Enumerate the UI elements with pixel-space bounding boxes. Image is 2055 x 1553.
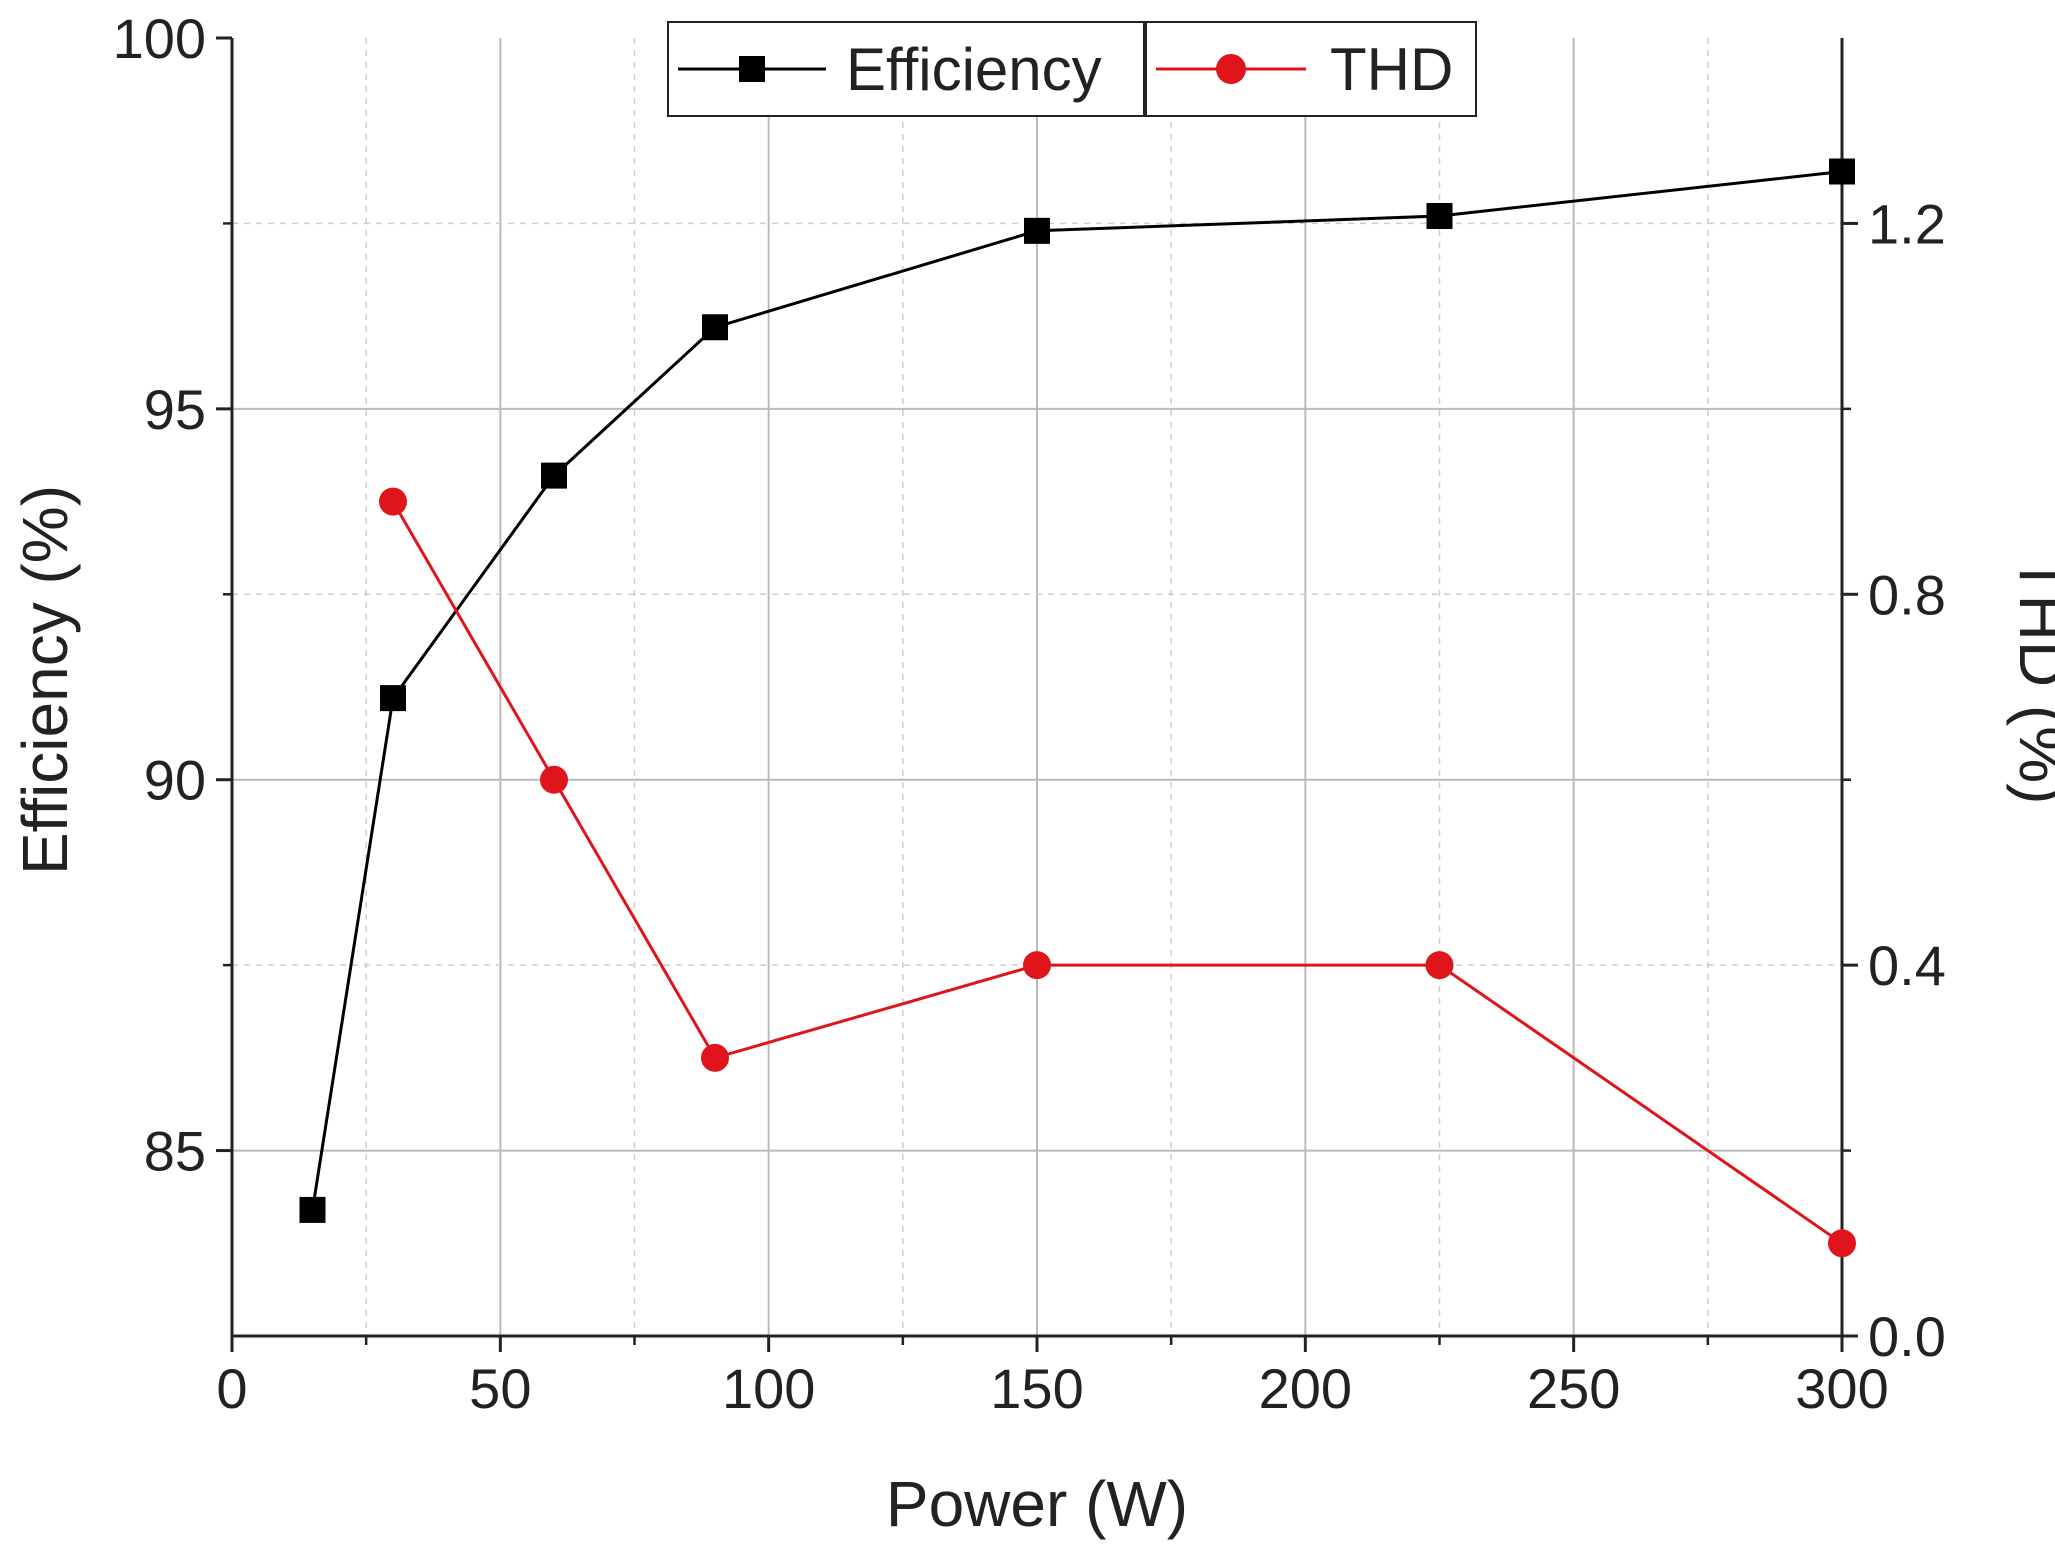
legend-marker-thd bbox=[1216, 54, 1246, 84]
data-point-efficiency bbox=[541, 462, 567, 489]
data-point-efficiency bbox=[1426, 203, 1453, 230]
x-tick-label: 100 bbox=[722, 1357, 815, 1420]
y-right-tick-label: 0.4 bbox=[1868, 934, 1946, 997]
axes-layer: 0 50 100 150 200 250 300 85 90 95 100 0.0 0.4 0.8 1.2 bbox=[113, 7, 1946, 1420]
data-point-efficiency bbox=[1024, 217, 1050, 244]
data-point-thd bbox=[1023, 951, 1051, 980]
data-point-thd bbox=[379, 487, 407, 516]
y-left-tick-label: 85 bbox=[144, 1120, 206, 1183]
data-point-efficiency bbox=[380, 685, 406, 712]
series-layer bbox=[299, 158, 1856, 1258]
x-tick-label: 150 bbox=[990, 1357, 1083, 1420]
x-tick-label: 250 bbox=[1527, 1357, 1620, 1420]
series-line-efficiency bbox=[311, 170, 1843, 1211]
data-point-thd bbox=[1828, 1229, 1856, 1258]
data-point-thd bbox=[540, 765, 568, 794]
y-right-tick-label: 0.8 bbox=[1868, 563, 1946, 626]
legend-label-thd: THD bbox=[1330, 36, 1453, 103]
data-point-thd bbox=[701, 1043, 729, 1072]
y-right-tick-label: 0.0 bbox=[1868, 1305, 1946, 1368]
series-line-thd bbox=[391, 500, 1843, 1245]
y-right-axis-label: THD (%) bbox=[2006, 556, 2055, 805]
x-axis-label: Power (W) bbox=[886, 1468, 1188, 1540]
data-point-thd bbox=[1425, 951, 1454, 980]
y-left-tick-label: 100 bbox=[113, 7, 206, 70]
y-left-axis-label: Efficiency (%) bbox=[9, 485, 81, 875]
data-point-efficiency bbox=[1829, 158, 1855, 185]
legend-marker-efficiency bbox=[739, 56, 765, 82]
legend-label-efficiency: Efficiency bbox=[846, 36, 1102, 103]
y-right-tick-label: 1.2 bbox=[1868, 192, 1946, 255]
data-point-efficiency bbox=[299, 1196, 326, 1223]
x-tick-label: 300 bbox=[1795, 1357, 1888, 1420]
legend: Efficiency THD bbox=[667, 21, 1477, 117]
x-tick-label: 50 bbox=[469, 1357, 531, 1420]
y-left-tick-label: 90 bbox=[144, 749, 206, 812]
y-left-tick-label: 95 bbox=[144, 378, 206, 441]
data-point-efficiency bbox=[702, 314, 728, 341]
x-tick-label: 200 bbox=[1259, 1357, 1352, 1420]
x-tick-label: 0 bbox=[216, 1357, 247, 1420]
